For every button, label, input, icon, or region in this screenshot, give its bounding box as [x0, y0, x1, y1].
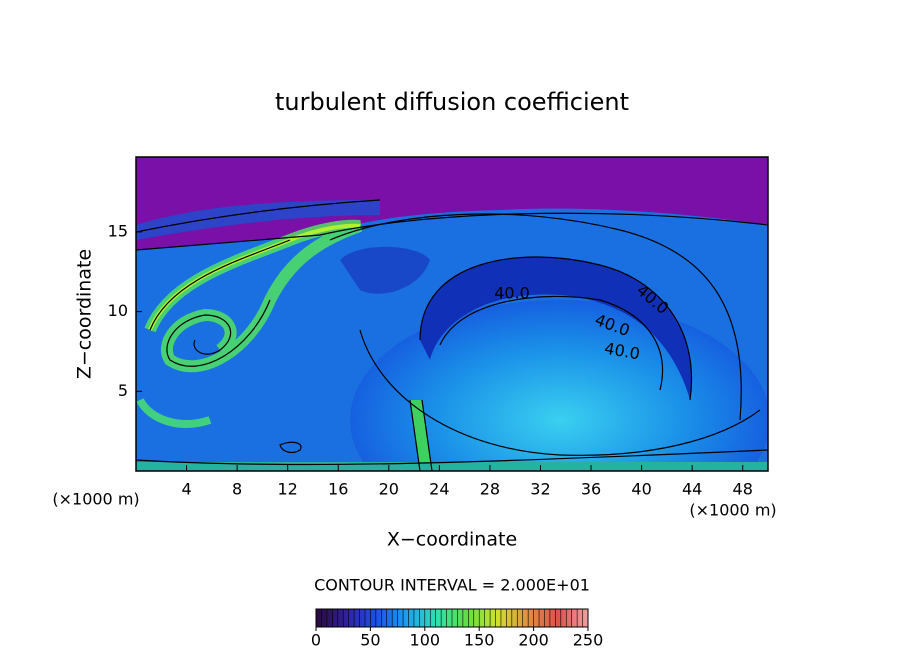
colorbar-tick-label: 150 [464, 631, 495, 650]
x-tick-label: 44 [682, 480, 702, 499]
x-unit-label: (×1000 m) [52, 490, 139, 509]
x-tick-label: 8 [232, 480, 242, 499]
y-tick-label: 15 [108, 221, 128, 240]
colorbar-tick-label: 50 [360, 631, 380, 650]
x-tick-label: 16 [328, 480, 348, 499]
x-tick-label: 28 [480, 480, 500, 499]
y-axis-label: Z−coordinate [74, 249, 96, 379]
chart-title: turbulent diffusion coefficient [275, 88, 629, 116]
colorbar-tick-label: 200 [518, 631, 549, 650]
x-tick-label: 32 [530, 480, 550, 499]
contour-field [136, 157, 768, 471]
colorbar-tick-label: 250 [573, 631, 604, 650]
x-tick-label: 40 [631, 480, 651, 499]
y-tick-label: 5 [118, 381, 128, 400]
colorbar-tick-label: 0 [311, 631, 321, 650]
x-tick-label: 20 [379, 480, 399, 499]
y-tick-label: 10 [108, 301, 128, 320]
x-axis-label: X−coordinate [387, 529, 517, 551]
contour-label: 40.0 [494, 284, 530, 303]
x-unit-label: (×1000 m) [689, 501, 776, 520]
x-tick-label: 4 [181, 480, 191, 499]
plot-frame [135, 156, 769, 472]
x-tick-label: 12 [278, 480, 298, 499]
x-tick-label: 36 [581, 480, 601, 499]
contour-interval: CONTOUR INTERVAL = 2.000E+01 [314, 576, 590, 595]
x-tick-label: 24 [429, 480, 449, 499]
colorbar-tick-label: 100 [410, 631, 441, 650]
x-tick-label: 48 [733, 480, 753, 499]
